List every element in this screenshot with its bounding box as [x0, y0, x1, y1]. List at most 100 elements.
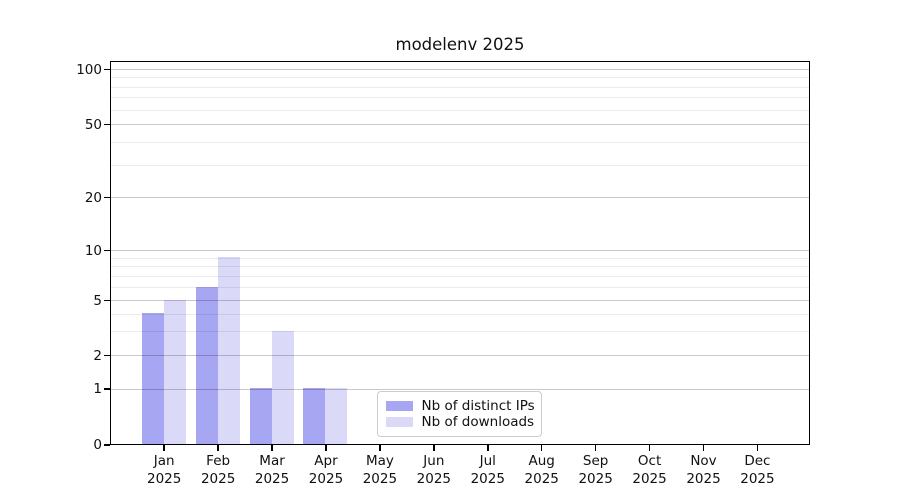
x-tick-month: Jun	[423, 453, 445, 469]
legend-swatch-icon	[385, 400, 413, 411]
x-tick-label-jul: Jul 2025	[456, 453, 520, 488]
y-tick-label-10: 10	[84, 242, 102, 259]
x-tick-label-oct: Oct 2025	[618, 453, 682, 488]
bar-nb-of-downloads-mar	[271, 330, 294, 444]
x-tick-label-feb: Feb 2025	[186, 453, 250, 488]
y-tick-label-20: 20	[84, 189, 102, 206]
x-tick-mar	[271, 445, 273, 451]
x-tick-year: 2025	[362, 470, 398, 487]
x-tick-month: Mar	[259, 453, 285, 469]
x-tick-month: Apr	[314, 453, 338, 469]
gridline-minor-30	[111, 164, 809, 166]
x-tick-month: Jul	[479, 453, 496, 469]
x-tick-label-sep: Sep 2025	[564, 453, 628, 488]
x-tick-month: May	[365, 453, 394, 469]
x-tick-label-jun: Jun 2025	[402, 453, 466, 488]
y-tick-label-0: 0	[93, 436, 102, 453]
bar-nb-of-distinct-ips-jan	[141, 313, 164, 444]
gridline-minor-7	[111, 275, 809, 277]
y-tick-label-2: 2	[93, 347, 102, 364]
x-tick-jul	[487, 445, 489, 451]
x-tick-year: 2025	[254, 470, 290, 487]
y-tick-1	[103, 388, 110, 390]
x-tick-month: Feb	[206, 453, 231, 469]
y-tick-label-1: 1	[93, 381, 102, 397]
gridline-minor-90	[111, 77, 809, 79]
x-tick-year: 2025	[470, 470, 505, 487]
y-tick-50	[103, 123, 110, 126]
y-tick-10	[103, 249, 110, 252]
x-tick-month: Aug	[528, 453, 555, 469]
y-tick-0	[103, 444, 110, 446]
x-tick-label-apr: Apr 2025	[294, 453, 358, 488]
x-tick-label-may: May 2025	[348, 453, 412, 488]
legend-row-2: Nb of downloads	[385, 413, 535, 430]
bar-nb-of-downloads-jan	[163, 299, 186, 444]
x-tick-month: Oct	[637, 453, 662, 469]
plot-area: Nb of distinct IPs Nb of downloads	[110, 61, 810, 445]
x-tick-nov	[702, 445, 705, 451]
x-tick-month: Nov	[690, 453, 717, 469]
gridline-minor-8	[111, 266, 809, 268]
bar-nb-of-downloads-feb	[217, 257, 240, 444]
legend-row-1: Nb of distinct IPs	[385, 397, 535, 414]
x-tick-jun	[433, 445, 435, 451]
x-tick-year: 2025	[632, 470, 667, 487]
y-tick-label-5: 5	[93, 292, 102, 309]
chart-title: modelenv 2025	[395, 35, 525, 54]
x-tick-year: 2025	[524, 470, 559, 487]
gridline-major-20	[111, 197, 809, 198]
gridline-major-1	[111, 388, 809, 390]
x-tick-sep	[594, 445, 597, 451]
gridline-minor-6	[111, 286, 809, 288]
x-tick-month: Sep	[582, 453, 609, 469]
gridline-minor-3	[111, 330, 809, 332]
x-tick-year: 2025	[147, 470, 182, 487]
legend-swatch-icon	[385, 416, 413, 427]
y-tick-5	[103, 299, 110, 302]
x-tick-label-nov: Nov 2025	[672, 453, 736, 488]
legend-label: Nb of distinct IPs	[421, 397, 535, 414]
x-tick-year: 2025	[200, 470, 236, 487]
bar-nb-of-distinct-ips-feb	[195, 286, 218, 444]
bar-nb-of-distinct-ips-apr	[303, 388, 326, 444]
x-tick-year: 2025	[686, 470, 721, 487]
x-tick-label-dec: Dec 2025	[725, 453, 789, 488]
x-tick-label-mar: Mar 2025	[240, 453, 304, 488]
y-tick-label-50: 50	[84, 116, 102, 133]
gridline-minor-60	[111, 109, 809, 111]
legend-label: Nb of downloads	[421, 413, 535, 430]
bar-nb-of-downloads-apr	[325, 388, 348, 444]
x-tick-year: 2025	[740, 470, 775, 487]
y-tick-100	[103, 68, 110, 71]
x-tick-aug	[540, 445, 543, 451]
x-tick-may	[379, 445, 381, 451]
x-tick-jan	[163, 445, 165, 451]
x-tick-label-jan: Jan 2025	[132, 453, 196, 488]
gridline-minor-40	[111, 141, 809, 143]
x-tick-oct	[648, 445, 651, 451]
gridline-major-100	[111, 69, 809, 70]
legend: Nb of distinct IPs Nb of downloads	[376, 390, 542, 437]
bar-nb-of-distinct-ips-mar	[249, 388, 272, 444]
x-tick-year: 2025	[308, 470, 344, 487]
x-tick-feb	[217, 445, 219, 451]
x-tick-label-aug: Aug 2025	[510, 453, 574, 488]
gridline-major-5	[111, 300, 809, 302]
gridline-minor-70	[111, 97, 809, 99]
gridline-major-50	[111, 124, 809, 125]
gridline-major-2	[111, 355, 809, 357]
x-tick-month: Jan	[153, 453, 175, 469]
y-tick-2	[103, 354, 110, 357]
gridline-minor-80	[111, 86, 809, 88]
x-tick-year: 2025	[578, 470, 613, 487]
x-tick-apr	[325, 445, 327, 451]
x-tick-year: 2025	[416, 470, 452, 487]
x-tick-month: Dec	[744, 453, 771, 469]
gridline-minor-9	[111, 257, 809, 259]
gridline-minor-4	[111, 313, 809, 315]
gridline-major-10	[111, 250, 809, 251]
y-tick-label-100: 100	[76, 61, 102, 78]
y-tick-20	[103, 196, 110, 199]
